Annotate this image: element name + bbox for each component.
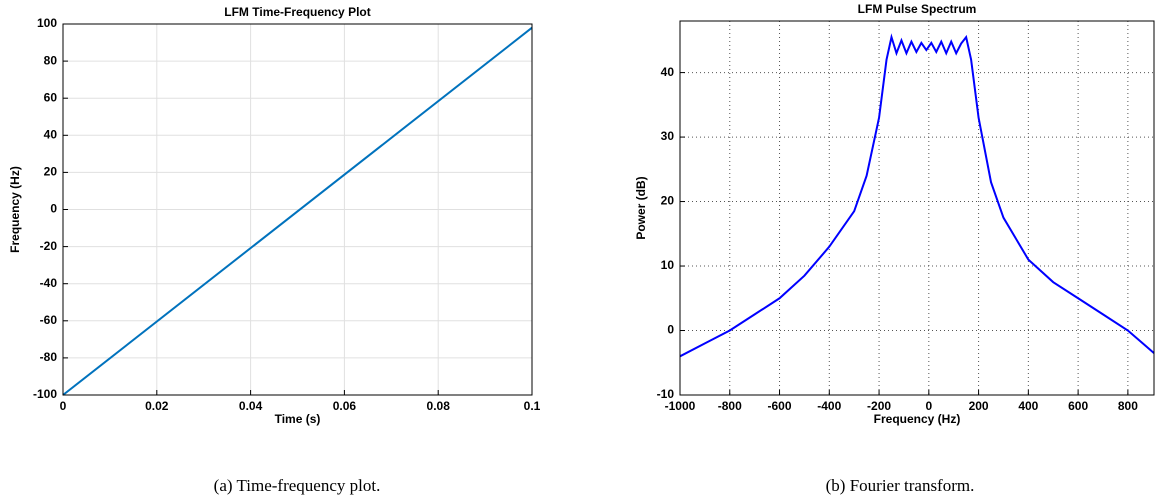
line-series: [62, 26, 533, 396]
x-tick-label: -1000: [665, 399, 696, 413]
chart-title: LFM Time-Frequency Plot: [224, 5, 370, 19]
y-tick-label: 100: [37, 16, 57, 30]
caption: (b) Fourier transform.: [826, 476, 975, 495]
x-tick-label: 0: [60, 399, 67, 413]
plot-frame: [679, 20, 1155, 396]
y-tick-label: -20: [40, 239, 58, 253]
x-tick-label: 600: [1068, 399, 1088, 413]
x-tick-label: -800: [718, 399, 742, 413]
x-tick-label: 0: [925, 399, 932, 413]
x-tick-label: 0.06: [333, 399, 357, 413]
y-tick-label: -60: [40, 313, 58, 327]
x-tick-label: -400: [817, 399, 841, 413]
x-tick-label: 0.04: [239, 399, 263, 413]
x-tick-label: 200: [969, 399, 989, 413]
y-axis-label: Power (dB): [634, 176, 648, 239]
y-tick-label: 30: [661, 129, 675, 143]
y-tick-label: -100: [33, 387, 57, 401]
x-tick-label: -200: [867, 399, 891, 413]
plot-frame: [62, 23, 533, 396]
chart-title: LFM Pulse Spectrum: [858, 2, 977, 16]
y-tick-label: -40: [40, 276, 58, 290]
y-tick-label: 40: [44, 127, 58, 141]
x-tick-label: -600: [768, 399, 792, 413]
x-tick-label: 400: [1018, 399, 1038, 413]
x-axis-label: Frequency (Hz): [874, 412, 961, 426]
y-tick-label: 20: [661, 194, 675, 208]
y-axis-label: Frequency (Hz): [8, 166, 22, 253]
caption: (a) Time-frequency plot.: [214, 476, 381, 495]
x-tick-label: 0.02: [145, 399, 169, 413]
y-tick-label: -10: [657, 387, 675, 401]
y-tick-label: -80: [40, 350, 58, 364]
y-tick-label: 20: [44, 165, 58, 179]
x-tick-label: 0.08: [427, 399, 451, 413]
y-tick-label: 60: [44, 90, 58, 104]
line-series: [679, 33, 1155, 358]
y-tick-label: 40: [661, 65, 675, 79]
x-tick-label: 0.1: [524, 399, 541, 413]
y-tick-label: 0: [50, 202, 57, 216]
x-axis-label: Time (s): [275, 412, 321, 426]
y-tick-label: 80: [44, 53, 58, 67]
x-tick-label: 800: [1118, 399, 1138, 413]
y-tick-label: 0: [667, 323, 674, 337]
y-tick-label: 10: [661, 258, 675, 272]
